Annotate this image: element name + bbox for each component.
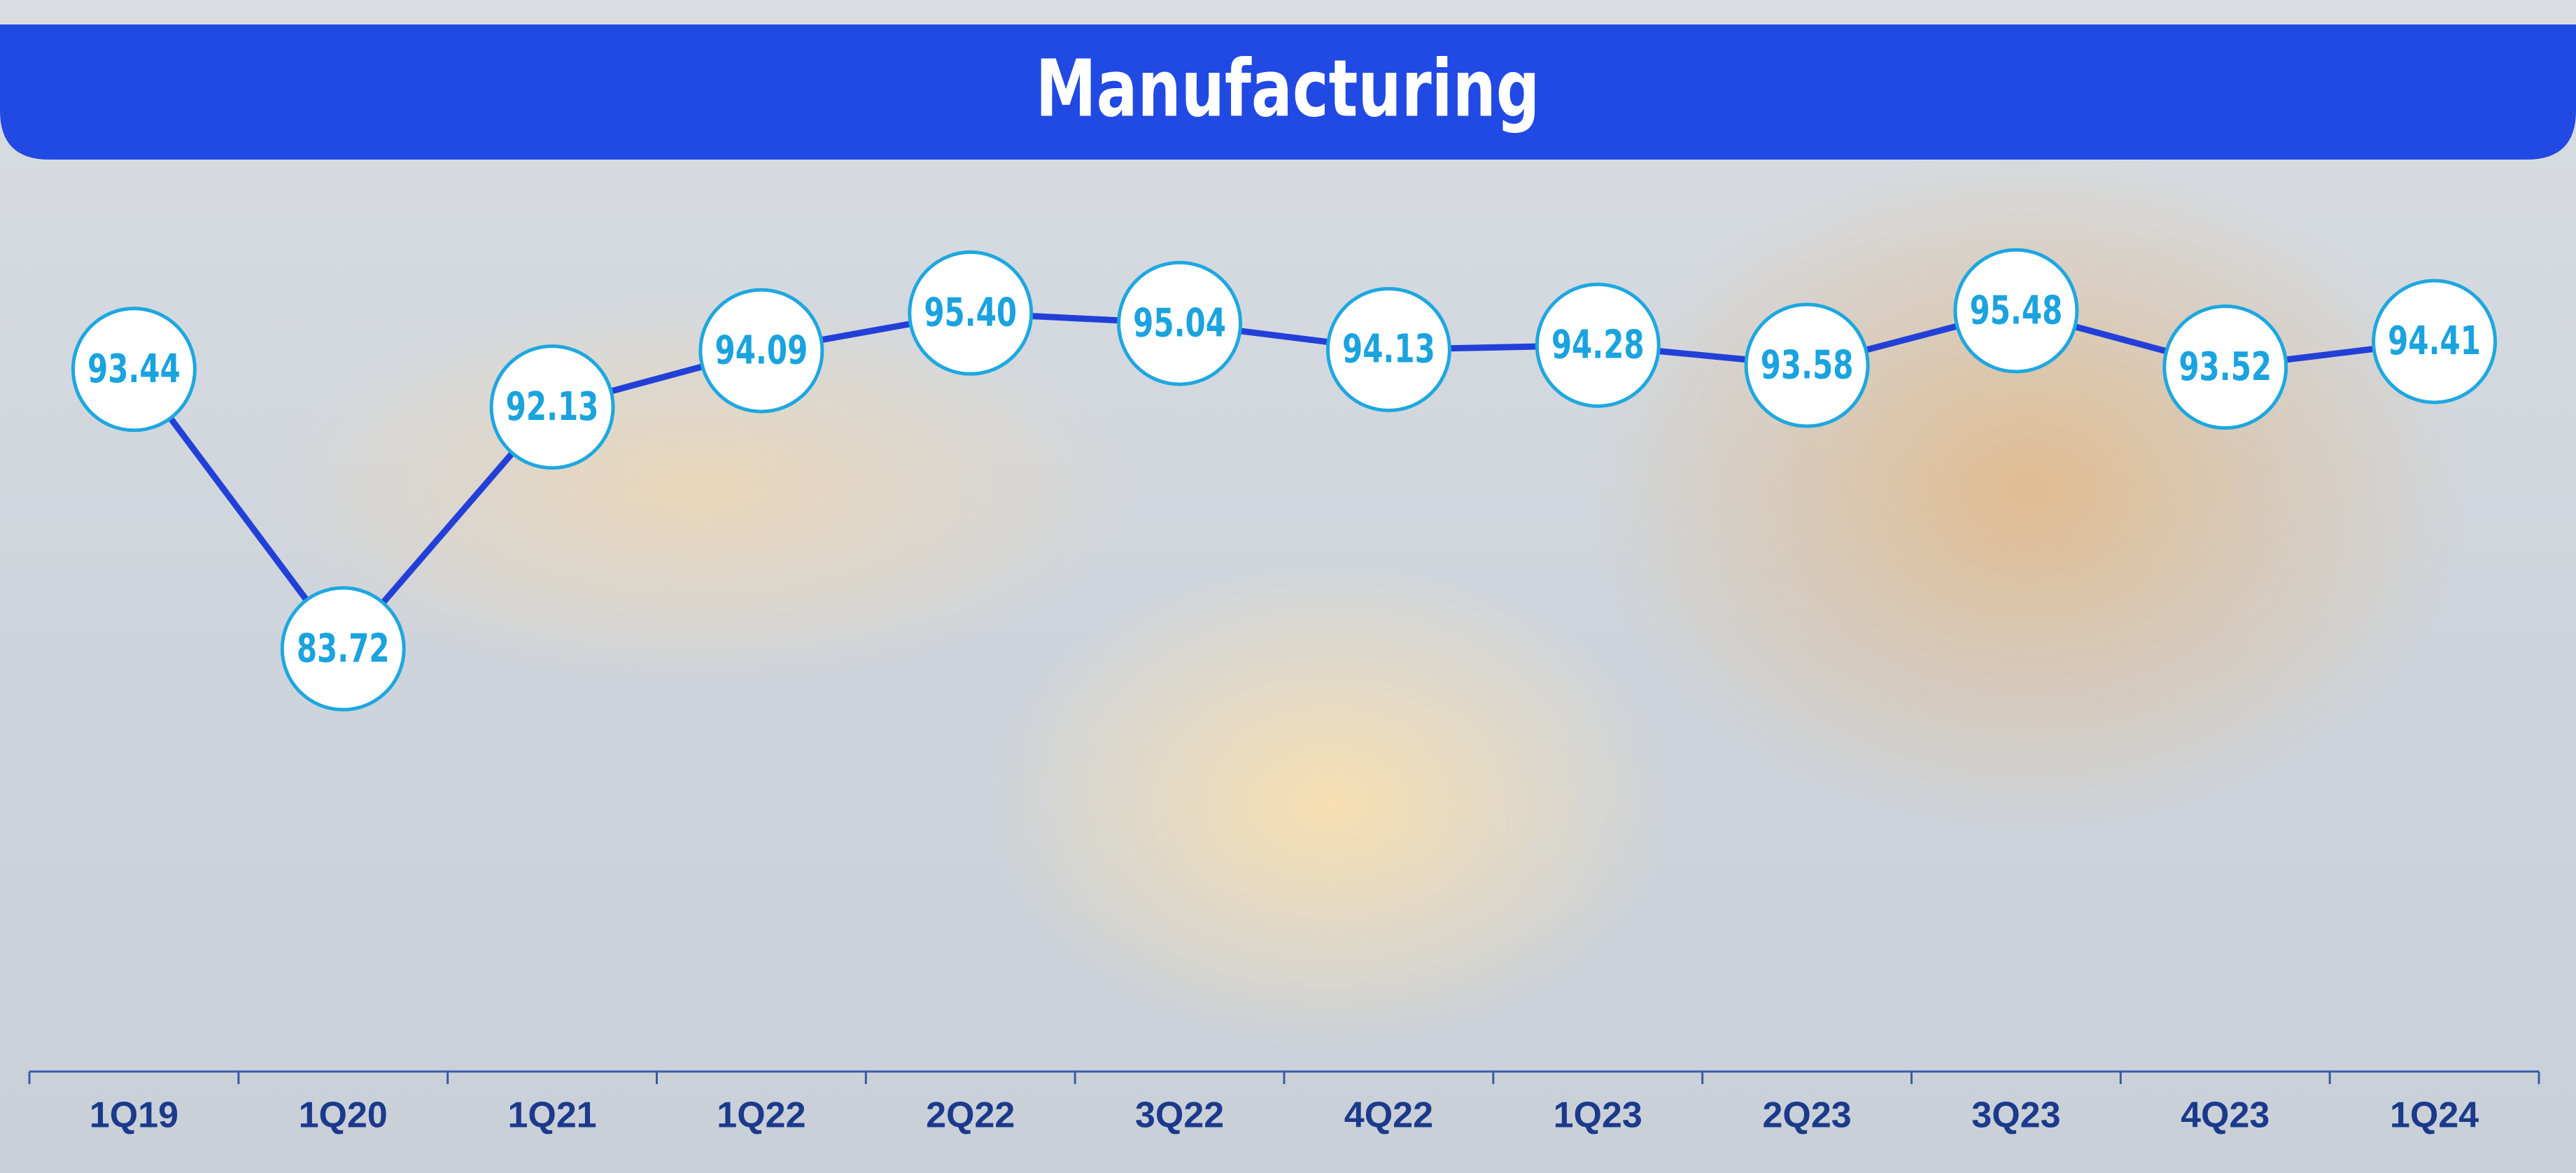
value-label: 83.72 xyxy=(297,625,390,671)
value-label: 92.13 xyxy=(506,384,599,430)
point-marker xyxy=(280,586,406,712)
line xyxy=(131,307,2435,652)
value-label: 94.41 xyxy=(2388,318,2481,364)
point-marker xyxy=(71,307,197,433)
x-tick-label: 1Q19 xyxy=(90,1095,178,1136)
x-tick-label: 4Q22 xyxy=(1344,1095,1433,1136)
x-tick-label: 2Q23 xyxy=(1762,1095,1851,1136)
title-banner xyxy=(0,24,2576,160)
point-marker xyxy=(2162,304,2288,430)
x-tick-label: 4Q23 xyxy=(2181,1095,2269,1136)
point-marker xyxy=(1535,282,1661,408)
value-label: 94.09 xyxy=(715,327,808,373)
x-tick-label: 3Q22 xyxy=(1135,1095,1224,1136)
x-tick-label: 1Q21 xyxy=(507,1095,596,1136)
x-tick-label: 3Q23 xyxy=(1971,1095,2060,1136)
x-tick-label: 1Q20 xyxy=(299,1095,388,1136)
point-marker xyxy=(2372,279,2498,405)
value-label: 95.04 xyxy=(1133,300,1226,346)
x-tick-label: 1Q22 xyxy=(717,1095,805,1136)
point-marker xyxy=(1117,260,1243,386)
value-label: 95.40 xyxy=(924,290,1017,336)
x-tick-label: 2Q22 xyxy=(926,1095,1015,1136)
value-label: 94.13 xyxy=(1342,326,1435,372)
value-label: 95.48 xyxy=(1970,287,2063,333)
value-label: 93.58 xyxy=(1761,342,1854,388)
x-tick-label: 1Q23 xyxy=(1554,1095,1642,1136)
point-marker xyxy=(489,344,615,470)
point-marker xyxy=(1953,248,2079,374)
x-tick-label: 1Q24 xyxy=(2390,1095,2479,1136)
value-label: 94.28 xyxy=(1551,322,1645,368)
chart-title: Manufacturing xyxy=(1036,43,1540,134)
point-marker xyxy=(698,288,824,414)
point-marker xyxy=(1744,302,1870,428)
value-label: 93.52 xyxy=(2179,344,2272,390)
value-label: 93.44 xyxy=(87,346,181,392)
point-marker xyxy=(1325,286,1451,412)
point-marker xyxy=(908,250,1034,376)
